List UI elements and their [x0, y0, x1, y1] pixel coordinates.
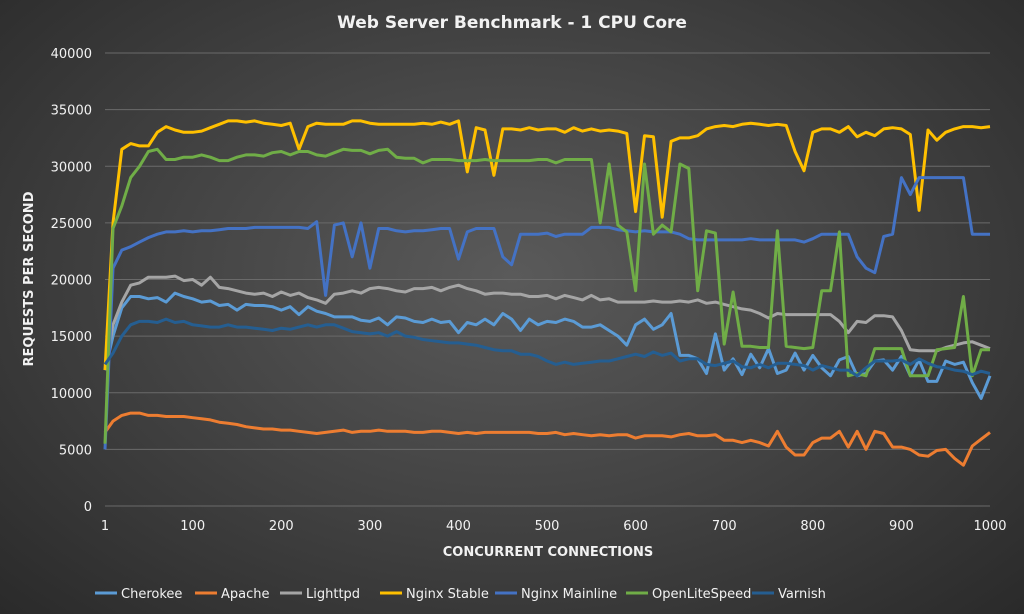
x-tick-label: 1: [101, 519, 109, 534]
gridlines: [105, 52, 990, 507]
x-tick-label: 400: [446, 519, 471, 534]
legend-label: Apache: [221, 587, 270, 602]
x-tick-label: 600: [623, 519, 648, 534]
y-tick-label: 25000: [51, 217, 92, 232]
x-tick-label: 500: [535, 519, 560, 534]
legend-label: OpenLiteSpeed: [652, 587, 751, 602]
series-line-openlitespeed: [103, 147, 990, 444]
x-axis-label: CONCURRENT CONNECTIONS: [443, 545, 654, 560]
chart-title: Web Server Benchmark - 1 CPU Core: [337, 13, 687, 33]
y-tick-label: 5000: [59, 443, 92, 458]
y-tick-label: 30000: [51, 160, 92, 175]
y-tick-label: 10000: [51, 387, 92, 402]
x-tick-label: 900: [889, 519, 914, 534]
x-tick-label: 100: [180, 519, 205, 534]
series-line-apache: [103, 411, 991, 467]
x-tick-label: 700: [712, 519, 737, 534]
y-tick-label: 15000: [51, 330, 92, 345]
x-tick-label: 300: [357, 519, 382, 534]
series-line-cherokee: [103, 291, 992, 400]
y-tick-label: 40000: [51, 47, 92, 62]
series-line-lighttpd: [103, 274, 991, 371]
x-tick-label: 1000: [973, 519, 1006, 534]
legend-label: Lighttpd: [306, 587, 360, 602]
y-tick-label: 35000: [51, 104, 92, 119]
legend-label: Nginx Mainline: [521, 587, 617, 602]
legend-label: Cherokee: [121, 587, 182, 602]
legend-label: Nginx Stable: [406, 587, 489, 602]
x-axis-ticks: 1 100 200 300 400 500 600 700 800 900 1000: [101, 519, 1007, 534]
series-line-nginx-mainline: [103, 176, 990, 450]
legend: Cherokee Apache Lighttpd Nginx Stable Nginx …: [95, 587, 826, 602]
legend-label: Varnish: [778, 587, 826, 602]
series-line-nginx-stable: [103, 119, 991, 371]
series-lines: [103, 119, 992, 467]
x-tick-label: 800: [800, 519, 825, 534]
y-tick-label: 0: [84, 500, 92, 515]
y-tick-label: 20000: [51, 274, 92, 289]
y-axis-label: REQUESTS PER SECOND: [22, 191, 37, 366]
y-axis-ticks: 0 5000 10000 15000 20000 25000 30000 35000 40000: [51, 47, 92, 515]
x-tick-label: 200: [269, 519, 294, 534]
series-line-varnish: [103, 317, 991, 378]
